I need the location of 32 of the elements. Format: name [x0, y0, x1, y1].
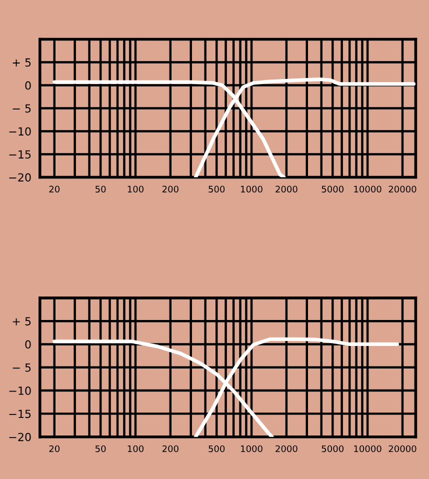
x-tick-label: 5000 [322, 186, 344, 193]
x-tick-label: 100 [128, 186, 144, 193]
y-tick-label: −15 [9, 150, 31, 159]
y-tick-label: −20 [9, 432, 31, 442]
y-tick-label: −10 [9, 127, 31, 136]
y-tick-label: 0 [25, 81, 31, 90]
x-tick-label: 2000 [276, 445, 298, 452]
x-tick-label: 50 [96, 445, 106, 452]
x-tick-label: 10000 [354, 186, 382, 193]
y-tick-label: −10 [9, 386, 31, 395]
x-tick-label: 5000 [322, 445, 344, 452]
x-tick-label: 100 [128, 445, 144, 452]
x-tick-label: 200 [162, 186, 178, 193]
x-tick-label: 50 [96, 186, 106, 193]
y-tick-label: −20 [9, 173, 31, 182]
x-tick-label: 200 [162, 445, 178, 452]
x-tick-label: 20 [49, 186, 60, 193]
x-tick-label: 500 [208, 445, 225, 452]
y-tick-label: − 5 [12, 364, 31, 372]
y-tick-label: −15 [9, 410, 31, 418]
x-tick-label: 500 [208, 186, 225, 193]
y-tick-label: + 5 [12, 58, 31, 67]
x-tick-label: 10000 [354, 445, 382, 452]
x-tick-label: 1000 [241, 445, 262, 452]
y-tick-label: 0 [25, 340, 31, 349]
x-tick-label: 20 [49, 445, 60, 452]
y-tick-label: + 5 [12, 317, 31, 326]
x-tick-label: 20000 [388, 445, 416, 452]
y-tick-label: − 5 [12, 104, 31, 113]
x-tick-label: 2000 [276, 186, 298, 193]
x-tick-label: 20000 [388, 186, 416, 193]
x-tick-label: 1000 [241, 186, 262, 193]
